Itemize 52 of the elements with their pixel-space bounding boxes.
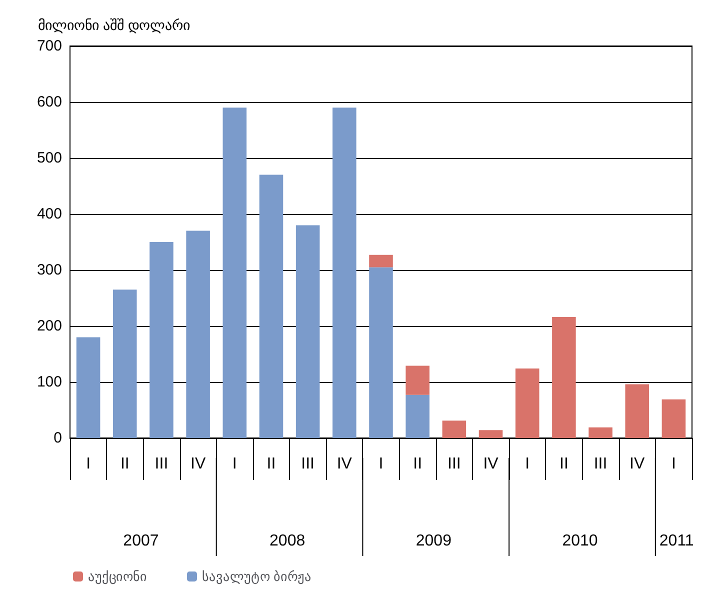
bar [369, 267, 393, 438]
x-tick-label: III [448, 456, 461, 472]
bar [625, 384, 650, 438]
x-tick-label: I [232, 456, 237, 472]
x-tick-label: II [120, 456, 130, 472]
x-tick-label: I [525, 456, 530, 472]
bar [222, 108, 247, 438]
x-tick-label: IV [630, 456, 645, 472]
text: 2010 [562, 532, 598, 550]
legend-label: აუქციონი [88, 569, 147, 585]
y-tick-label: 100 [36, 374, 62, 390]
bar [186, 230, 210, 438]
x-tick-label: III [301, 456, 314, 472]
y-tick-label: 300 [36, 262, 62, 278]
y-tick-label: 500 [36, 150, 62, 166]
text: 2007 [123, 532, 159, 550]
bar [406, 366, 430, 395]
bar [259, 174, 284, 438]
y-tick-label: 200 [36, 318, 62, 334]
bar [406, 394, 430, 438]
bar [552, 317, 576, 438]
bar [478, 430, 503, 438]
y-tick-label: 700 [36, 38, 62, 54]
y-tick-label: 600 [36, 94, 62, 110]
text: 2011 [659, 532, 694, 550]
bar [369, 254, 393, 268]
text: 2008 [270, 532, 306, 550]
legend-label: სავალუტო ბირჟა [202, 569, 312, 585]
bar [515, 368, 540, 438]
y-axis-title: მილიონი აშშ დოლარი [38, 17, 190, 34]
x-tick-label: IV [336, 456, 352, 472]
x-tick-label: IV [483, 456, 499, 472]
bar [442, 420, 466, 438]
bar [150, 242, 174, 438]
y-tick-label: 400 [36, 206, 62, 222]
x-tick-label: II [559, 456, 568, 472]
bar [332, 108, 356, 438]
x-tick-label: III [594, 456, 608, 472]
bar [588, 427, 612, 438]
x-tick-label: IV [190, 456, 206, 472]
bar [76, 337, 100, 438]
bar [296, 225, 320, 438]
bar [112, 290, 137, 438]
x-tick-label: I [86, 456, 91, 472]
x-tick-label: I [671, 456, 676, 472]
x-tick-label: II [266, 456, 276, 472]
x-tick-label: III [154, 456, 168, 472]
text: 2009 [416, 532, 452, 550]
bar [662, 399, 686, 438]
x-tick-label: II [413, 456, 422, 472]
y-tick-label: 0 [54, 430, 62, 446]
x-tick-label: I [378, 456, 384, 472]
